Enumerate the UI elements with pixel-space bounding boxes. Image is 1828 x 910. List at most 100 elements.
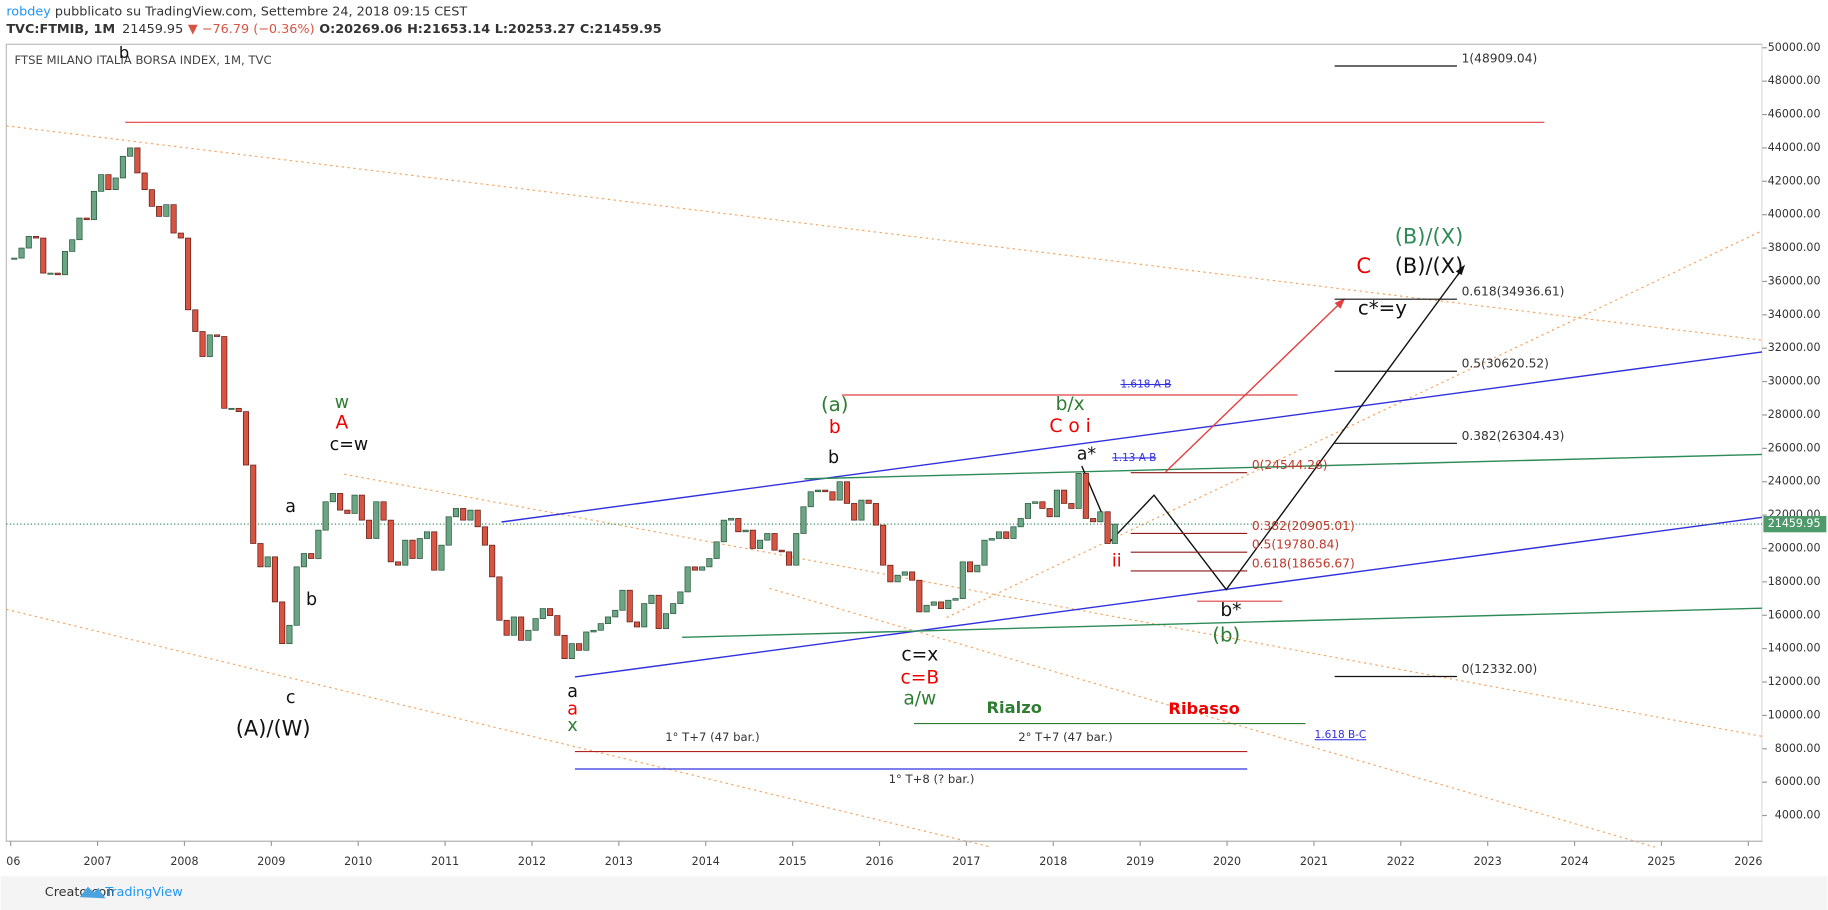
candle [981,539,988,566]
channel-line [804,453,1763,480]
fib-label: 0(24544.26) [1252,458,1328,472]
annotation: Rialzo [987,698,1042,717]
annotation: 2° T+7 (47 bar.) [1018,730,1112,744]
trend-line [344,473,1763,737]
candle [329,493,336,503]
candle [648,594,655,604]
candle [11,257,18,260]
annotation: c*=y [1358,296,1407,319]
candle [590,629,597,633]
candle [344,509,351,514]
y-tick-label: 34000.00 [1768,308,1821,321]
candle [54,272,61,276]
candle [1039,501,1046,509]
candle [757,539,764,549]
candle [742,529,749,533]
candle [974,564,981,573]
chart-title: FTSE MILANO ITALIA BORSA INDEX, 1M, TVC [14,53,271,67]
candle [279,601,286,644]
footer-brand[interactable]: TradingView [104,885,182,900]
fib-label: 0(12332.00) [1462,662,1538,676]
fib-label: 0.618(34936.61) [1462,285,1565,299]
candle [228,407,235,410]
x-tick-label: 2020 [1213,855,1241,868]
candle [916,579,923,613]
channel-line [501,351,1763,523]
annotation: a* [1077,444,1097,464]
candle [170,204,177,234]
y-tick-label: 8000.00 [1775,742,1821,755]
last-price-box [1763,515,1827,533]
candle [481,526,488,546]
annotation: c=B [901,668,940,689]
candle [127,147,134,157]
candle [568,643,575,660]
annotation: a [285,497,296,517]
candle [1061,489,1068,504]
x-tick-label: 2013 [605,855,633,868]
fib-label: 0.5(30620.52) [1462,357,1549,371]
candle [822,489,829,493]
candle [213,334,221,337]
candle [771,533,778,551]
candle [561,634,568,660]
candle [1068,503,1075,509]
candle [47,272,54,275]
candle [691,566,698,571]
y-tick-label: 40000.00 [1768,208,1821,221]
fib-label: 0.382(20905.01) [1252,519,1355,533]
candle [829,491,836,501]
candle [713,541,720,559]
price-axis [1762,44,1828,842]
candle [880,524,887,566]
candle [1046,508,1053,518]
annotation: 1.618 B-C [1315,729,1367,741]
candle [438,544,445,571]
x-tick-label: 2026 [1734,855,1762,868]
candle [836,481,843,501]
candle [945,599,952,609]
y-tick-label: 36000.00 [1768,274,1821,287]
author[interactable]: robdey [6,4,51,19]
published: pubblicato su TradingView.com, Settembre… [51,4,468,19]
logo [79,886,106,899]
x-tick-label: 2018 [1039,855,1067,868]
close: C:21459.95 [580,22,662,37]
symbol-line: TVC:FTMIB, 1M 21459.95 ▼ −76.79 (−0.36%) O:… [6,22,661,37]
annotation: b [306,590,317,610]
candle [293,566,300,626]
candle [32,236,40,239]
y-tick-label: 50000.00 [1768,41,1821,54]
x-tick-label: 2012 [518,855,546,868]
annotation: b [828,448,839,468]
candle [380,501,387,521]
candle [749,529,756,549]
candle [807,491,814,508]
candle [872,503,879,526]
y-tick-label: 44000.00 [1768,141,1821,154]
candle [148,189,155,207]
candle [402,539,409,566]
x-tick-label: 2024 [1561,855,1589,868]
candle [423,531,431,539]
y-tick-label: 4000.00 [1775,809,1821,822]
annotation: (A)/(W) [236,716,311,740]
annotation: w [335,393,349,413]
y-tick-label: 28000.00 [1768,408,1821,421]
annotation: a [567,700,578,720]
annotation: a/w [903,689,936,710]
annotation: x [567,716,577,736]
candle [930,601,937,606]
candle [105,174,112,191]
candle [612,609,619,618]
candle [576,643,583,651]
annotation: ii [1112,552,1122,572]
candle [192,309,199,332]
y-tick-label: 42000.00 [1768,174,1821,187]
fib-label: 0.618(18656.67) [1252,556,1355,570]
candle [337,493,344,511]
candle [1024,503,1031,519]
candle [532,618,539,631]
candle [315,529,322,559]
candle [366,519,373,539]
